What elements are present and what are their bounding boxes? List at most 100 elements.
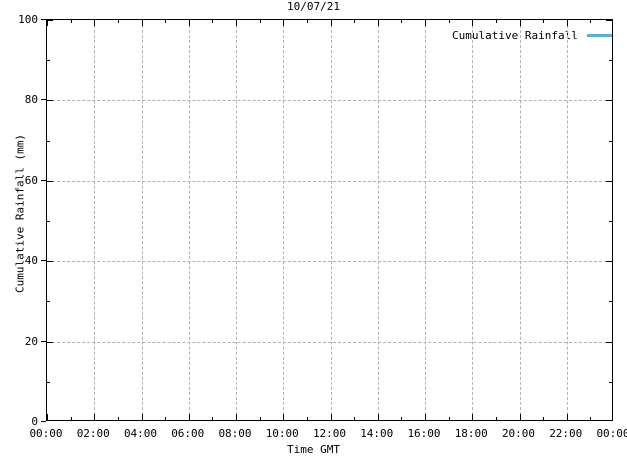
y-axis-tick-major bbox=[47, 261, 53, 262]
y-axis-tick-label: 80 bbox=[24, 93, 38, 107]
gridline-vertical bbox=[331, 20, 332, 420]
y-axis-tick-right-minor bbox=[609, 382, 612, 383]
gridline-vertical bbox=[189, 20, 190, 420]
x-axis-tick-major bbox=[236, 414, 237, 420]
y-axis-tick-minor bbox=[47, 301, 50, 302]
x-axis-tick-top-major bbox=[236, 20, 237, 26]
x-axis-tick-top-minor bbox=[165, 20, 166, 23]
x-axis-tick-top-major bbox=[94, 20, 95, 26]
y-axis-tick-outer bbox=[41, 341, 46, 342]
x-axis-tick-top-minor bbox=[212, 20, 213, 23]
y-axis-tick-right-minor bbox=[609, 301, 612, 302]
y-axis-tick-label: 60 bbox=[24, 173, 38, 187]
y-axis-title: Cumulative Rainfall (mm) bbox=[13, 134, 27, 293]
y-axis-tick-label: 40 bbox=[24, 254, 38, 268]
legend-line-swatch bbox=[586, 34, 612, 37]
x-axis-tick-minor bbox=[354, 417, 355, 420]
x-axis-tick-major bbox=[472, 414, 473, 420]
gridline-vertical bbox=[425, 20, 426, 420]
y-axis-tick-outer bbox=[41, 99, 46, 100]
x-axis-tick-top-major bbox=[425, 20, 426, 26]
x-axis-tick-minor bbox=[543, 417, 544, 420]
x-axis-tick-minor bbox=[71, 417, 72, 420]
x-axis-tick-label: 20:00 bbox=[501, 427, 536, 440]
x-axis-tick-major bbox=[47, 414, 48, 420]
legend-label-cumulative-rainfall: Cumulative Rainfall bbox=[452, 29, 578, 42]
x-axis-tick-top-major bbox=[567, 20, 568, 26]
y-axis-tick-right-major bbox=[606, 20, 612, 21]
x-axis-tick-label: 18:00 bbox=[454, 427, 488, 440]
x-axis-tick-top-minor bbox=[590, 20, 591, 23]
x-axis-tick-top-minor bbox=[260, 20, 261, 23]
x-axis-tick-label: 12:00 bbox=[312, 427, 347, 440]
x-axis-tick-minor bbox=[165, 417, 166, 420]
x-axis-tick-label: 06:00 bbox=[171, 427, 205, 440]
x-axis-tick-label: 00:00 bbox=[596, 427, 627, 440]
gridline-horizontal bbox=[47, 100, 612, 101]
x-axis-tick-label: 08:00 bbox=[218, 427, 252, 440]
gridline-vertical bbox=[283, 20, 284, 420]
x-axis-tick-major bbox=[283, 414, 284, 420]
x-axis-tick-top-minor bbox=[401, 20, 402, 23]
x-axis-tick-label: 04:00 bbox=[123, 427, 158, 440]
y-axis-tick-right-major bbox=[606, 261, 612, 262]
x-axis-title: Time GMT bbox=[287, 443, 340, 456]
gridline-vertical bbox=[567, 20, 568, 420]
x-axis-tick-major bbox=[142, 414, 143, 420]
y-axis-tick-label: 100 bbox=[18, 13, 38, 26]
y-axis-tick-major bbox=[47, 100, 53, 101]
x-axis-tick-top-major bbox=[378, 20, 379, 26]
y-axis-tick-major bbox=[47, 20, 53, 21]
x-axis-tick-major bbox=[567, 414, 568, 420]
x-axis-tick-major bbox=[378, 414, 379, 420]
gridline-vertical bbox=[94, 20, 95, 420]
x-axis-tick-label: 14:00 bbox=[360, 427, 394, 440]
x-axis-tick-major bbox=[331, 414, 332, 420]
gridline-horizontal bbox=[47, 181, 612, 182]
gridline-vertical bbox=[520, 20, 521, 420]
x-axis-tick-minor bbox=[496, 417, 497, 420]
y-axis-tick-minor bbox=[47, 141, 50, 142]
x-axis-tick-top-minor bbox=[118, 20, 119, 23]
x-axis-tick-top-major bbox=[283, 20, 284, 26]
x-axis-tick-minor bbox=[118, 417, 119, 420]
gridline-vertical bbox=[378, 20, 379, 420]
x-axis-tick-label: 22:00 bbox=[549, 427, 583, 440]
x-axis-tick-top-minor bbox=[449, 20, 450, 23]
y-axis-tick-minor bbox=[47, 60, 50, 61]
series-line-cumulative-rainfall bbox=[47, 420, 612, 421]
y-axis-tick-minor bbox=[47, 221, 50, 222]
y-axis-tick-outer bbox=[41, 19, 46, 20]
y-axis-tick-outer bbox=[41, 421, 46, 422]
x-axis-tick-top-minor bbox=[496, 20, 497, 23]
x-axis-tick-major bbox=[189, 414, 190, 420]
x-axis-tick-top-minor bbox=[354, 20, 355, 23]
x-axis-tick-major bbox=[94, 414, 95, 420]
y-axis-tick-right-minor bbox=[609, 141, 612, 142]
y-axis-tick-major bbox=[47, 181, 53, 182]
y-axis-tick-major bbox=[47, 342, 53, 343]
x-axis-tick-top-major bbox=[142, 20, 143, 26]
x-axis-tick-label: 00:00 bbox=[29, 427, 63, 440]
gridline-horizontal bbox=[47, 342, 612, 343]
y-axis-tick-outer bbox=[41, 180, 46, 181]
x-axis-tick-label: 10:00 bbox=[265, 427, 299, 440]
y-axis-tick-right-major bbox=[606, 181, 612, 182]
x-axis-tick-minor bbox=[212, 417, 213, 420]
y-axis-tick-right-minor bbox=[609, 221, 612, 222]
x-axis-tick-label: 16:00 bbox=[407, 427, 441, 440]
x-axis-tick-top-minor bbox=[543, 20, 544, 23]
chart-title: 10/07/21 bbox=[287, 0, 340, 13]
x-axis-tick-minor bbox=[401, 417, 402, 420]
x-axis-tick-top-major bbox=[331, 20, 332, 26]
y-axis-tick-label: 20 bbox=[24, 334, 38, 348]
x-axis-tick-major bbox=[425, 414, 426, 420]
chart-legend: Cumulative Rainfall bbox=[452, 29, 612, 42]
x-axis-tick-minor bbox=[260, 417, 261, 420]
x-axis-tick-minor bbox=[449, 417, 450, 420]
y-axis-tick-right-minor bbox=[609, 60, 612, 61]
y-axis-tick-outer bbox=[41, 260, 46, 261]
gridline-horizontal bbox=[47, 261, 612, 262]
y-axis-tick-right-major bbox=[606, 342, 612, 343]
